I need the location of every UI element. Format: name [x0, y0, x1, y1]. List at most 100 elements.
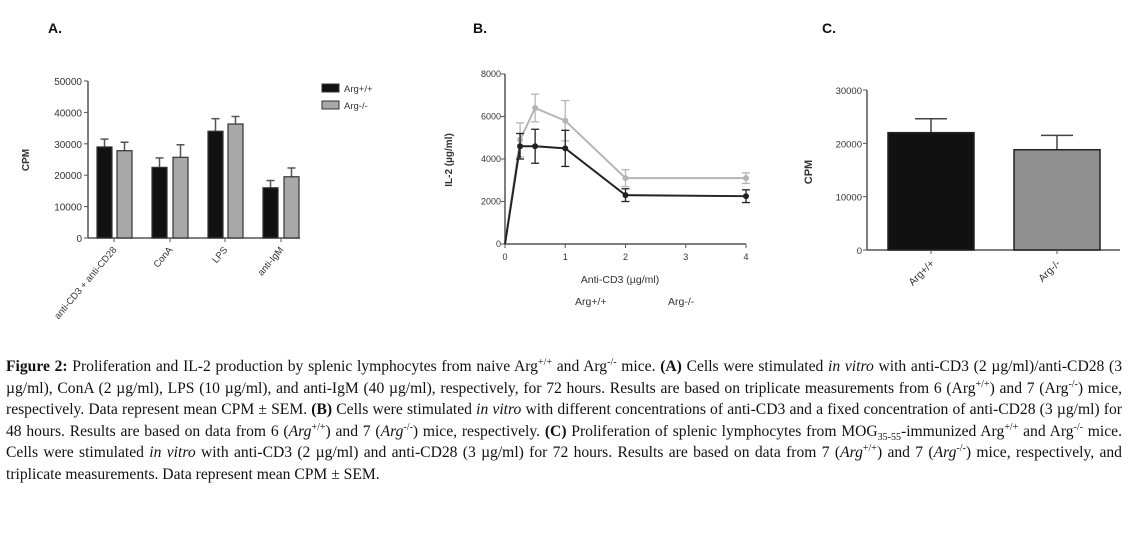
bar	[96, 146, 113, 239]
caption-text: ) and 7 (Arg	[989, 379, 1069, 397]
legend-swatch	[321, 83, 340, 93]
x-tick-label: Arg+/+	[906, 258, 937, 289]
caption-text: ) and 7 (	[325, 422, 381, 440]
y-axis-label: CPM	[803, 160, 815, 184]
data-point	[622, 175, 629, 182]
y-tick-label: 10000	[836, 193, 862, 204]
bar	[207, 130, 224, 239]
caption-text: (A)	[660, 358, 682, 375]
caption-text: -/-	[403, 421, 413, 433]
y-tick-label: 30000	[54, 140, 82, 151]
caption-text: with anti-CD3 (2 µg/ml) and anti-CD28 (3…	[195, 444, 841, 462]
caption-text: -/-	[607, 356, 617, 368]
x-tick-label: ConA	[152, 244, 176, 270]
x-axis-label: Anti-CD3 (µg/ml)	[581, 274, 659, 286]
caption-text: Arg	[380, 422, 404, 440]
x-tick-label: anti-IgM	[256, 245, 287, 278]
y-tick-label: 50000	[54, 77, 82, 88]
caption-text: (C)	[544, 422, 567, 440]
x-tick-label: anti-CD3 + anti-CD28	[52, 245, 119, 322]
caption-text: ) mice, respectively, and triplicate mea…	[6, 444, 1122, 483]
x-tick-label: 2	[623, 252, 628, 262]
caption-text: Cells were stimulated	[681, 358, 829, 375]
legend-label: Arg-/-	[344, 101, 368, 112]
caption-text: Proliferation and IL-2 production by spl…	[67, 358, 538, 375]
legend-label: Arg+/+	[344, 84, 373, 95]
caption-text: ) and 7 (	[876, 444, 934, 462]
caption-text: +/+	[1004, 421, 1019, 433]
panel-label: C.	[822, 20, 836, 36]
caption-text: Arg	[933, 444, 957, 462]
caption-text: +/+	[537, 356, 553, 368]
figure-caption: Figure 2: Proliferation and IL-2 product…	[6, 356, 1122, 486]
data-point	[743, 175, 749, 182]
legend-label: Arg+/+	[575, 296, 607, 308]
caption-text: +/+	[975, 378, 990, 390]
data-point	[743, 193, 749, 200]
y-tick-label: 0	[76, 234, 82, 245]
series-line	[504, 145, 747, 245]
caption-text: Arg	[840, 444, 863, 462]
caption-text: with different concentrations of anti-CD…	[6, 401, 1122, 440]
caption-text: ) mice, respectively. Data represent mea…	[6, 379, 1123, 419]
caption-text: -/-	[956, 443, 966, 455]
y-tick-label: 6000	[481, 112, 501, 122]
data-point	[532, 143, 539, 150]
y-tick-label: 20000	[836, 139, 862, 150]
caption-text: Cells were stimulated	[332, 401, 477, 419]
caption-text: 35-55	[877, 431, 901, 443]
legend-swatch	[321, 100, 340, 110]
y-tick-label: 20000	[54, 171, 82, 182]
y-tick-label: 40000	[54, 108, 82, 119]
caption-text: mice. Cells were stimulated	[6, 422, 1122, 462]
bar	[172, 156, 189, 239]
bar	[151, 166, 168, 239]
caption-text: and Arg	[1018, 422, 1074, 440]
caption-text: and Arg	[552, 358, 608, 375]
caption-text: Arg	[288, 422, 312, 440]
x-tick-label: LPS	[210, 245, 230, 266]
panel-label: B.	[473, 20, 487, 36]
bar	[1013, 148, 1101, 251]
x-tick-label: 4	[743, 252, 748, 262]
caption-text: -immunized Arg	[901, 422, 1005, 440]
x-tick-label: 1	[563, 252, 568, 262]
data-point	[532, 105, 539, 111]
y-axis-label: CPM	[21, 149, 32, 171]
bar	[116, 150, 133, 239]
caption-text: +/+	[862, 443, 877, 455]
bar	[283, 176, 300, 239]
figure: A. B. C.01000020000300004000050000CPManti-…	[21, 20, 1120, 322]
y-tick-label: 4000	[481, 154, 501, 164]
caption-text: -/-	[1073, 421, 1083, 433]
caption-text: with anti-CD3 (2 µg/ml)/anti-CD28 (3 µg/…	[6, 358, 1123, 397]
bar	[887, 131, 975, 251]
x-tick-label: 3	[683, 252, 688, 262]
caption-text: mice.	[616, 358, 661, 375]
y-tick-label: 0	[496, 239, 501, 249]
caption-text: Figure 2:	[6, 358, 68, 375]
caption-text: in vitro	[828, 358, 874, 375]
data-point	[562, 145, 569, 152]
y-axis-label: IL-2 (µg/ml)	[444, 133, 455, 187]
y-tick-label: 8000	[481, 69, 501, 79]
data-point	[562, 117, 569, 124]
caption-text: in vitro	[476, 401, 522, 419]
data-point	[517, 143, 524, 150]
y-tick-label: 30000	[836, 86, 862, 97]
y-tick-label: 10000	[54, 203, 82, 214]
caption-text: -/-	[1068, 378, 1078, 390]
x-tick-label: Arg-/-	[1036, 257, 1063, 284]
caption-text: (B)	[311, 401, 333, 419]
legend-label: Arg-/-	[668, 296, 695, 308]
bar	[227, 123, 244, 239]
data-point	[622, 192, 629, 199]
caption-text: +/+	[311, 421, 326, 433]
y-tick-label: 2000	[481, 197, 501, 207]
panel-label: A.	[48, 20, 62, 36]
y-tick-label: 0	[857, 246, 862, 257]
caption-text: ) mice, respectively.	[412, 422, 545, 440]
caption-text: in vitro	[149, 444, 196, 462]
bar	[262, 187, 279, 239]
caption-text: Proliferation of splenic lymphocytes fro…	[566, 422, 878, 440]
